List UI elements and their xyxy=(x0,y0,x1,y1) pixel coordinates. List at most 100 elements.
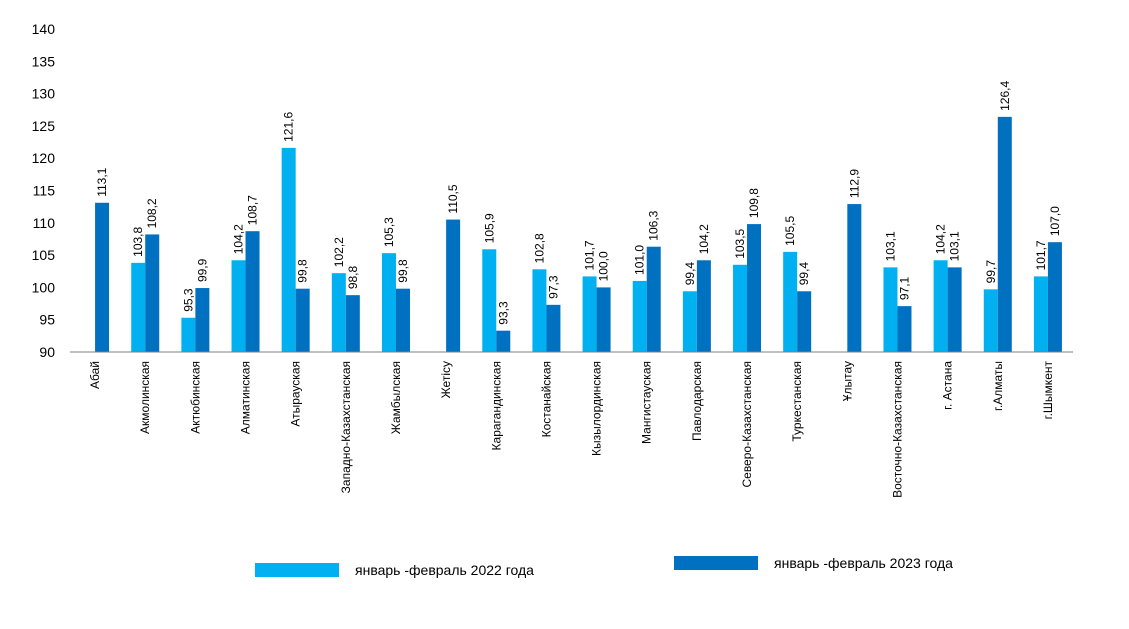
x-tick-label: Павлодарская xyxy=(690,361,704,441)
data-label: 110,5 xyxy=(446,184,460,213)
bar-2023 xyxy=(897,306,912,352)
y-tick-label: 100 xyxy=(32,279,56,295)
bar-2023 xyxy=(997,116,1012,352)
x-tick-label: Туркестанская xyxy=(790,361,804,442)
data-label: 104,2 xyxy=(934,224,948,254)
bar-2022 xyxy=(632,280,647,352)
legend-swatch-2022 xyxy=(255,563,339,577)
bar-2023 xyxy=(1047,242,1062,352)
bar-2023 xyxy=(195,288,210,352)
x-tick-label: г.Алматы xyxy=(991,361,1005,411)
bar-2022 xyxy=(783,251,798,352)
data-label: 99,8 xyxy=(396,259,410,283)
bar-2022 xyxy=(682,291,697,352)
bar-2023 xyxy=(295,288,310,352)
bar-2022 xyxy=(582,276,597,352)
data-label: 99,8 xyxy=(296,259,310,283)
y-tick-label: 115 xyxy=(33,183,56,199)
data-label: 126,4 xyxy=(998,81,1012,111)
data-label: 103,5 xyxy=(733,228,747,258)
data-label: 109,8 xyxy=(747,188,761,218)
data-label: 108,7 xyxy=(246,195,260,225)
bar-2022 xyxy=(1033,276,1048,352)
bar-2022 xyxy=(131,262,146,352)
data-label: 104,2 xyxy=(697,224,711,254)
bar-2022 xyxy=(381,253,396,352)
data-label: 95,3 xyxy=(181,288,195,312)
data-label: 121,6 xyxy=(282,112,296,142)
y-tick-label: 125 xyxy=(32,118,56,134)
bar-2023 xyxy=(947,267,962,352)
data-label: 101,7 xyxy=(583,240,597,270)
data-label: 103,1 xyxy=(883,231,897,261)
data-label: 103,8 xyxy=(131,226,145,256)
data-label: 102,2 xyxy=(332,237,346,267)
data-label: 113,1 xyxy=(95,167,109,196)
x-tick-label: Жетісу xyxy=(439,361,453,398)
x-tick-label: Атырауская xyxy=(289,361,303,427)
x-tick-label: Абай xyxy=(88,361,102,389)
y-tick-label: 135 xyxy=(32,53,56,69)
y-tick-label: 90 xyxy=(39,344,55,360)
data-label: 99,4 xyxy=(683,262,697,286)
legend-item-2022: январь -февраль 2022 года xyxy=(255,562,534,578)
category-labels: Абай Акмолинская Актюбинская Алматинская Аты… xyxy=(88,361,1055,498)
bar-2023 xyxy=(546,304,561,352)
x-tick-label: Жамбылская xyxy=(389,361,403,434)
data-label: 98,8 xyxy=(346,265,360,289)
y-tick-label: 130 xyxy=(32,86,56,102)
x-tick-label: Акмолинская xyxy=(138,361,152,434)
x-tick-label: Западно-Казахстанская xyxy=(339,361,353,493)
bar-2023 xyxy=(245,231,260,352)
x-tick-label: Мангистауская xyxy=(640,361,654,444)
x-tick-label: Актюбинская xyxy=(188,361,202,434)
x-tick-label: Кызылординская xyxy=(590,361,604,456)
data-label: 108,2 xyxy=(145,198,159,228)
bar-2023 xyxy=(747,224,762,352)
legend-label-2023: январь -февраль 2023 года xyxy=(774,555,953,571)
data-label: 106,3 xyxy=(647,210,661,240)
data-label: 101,0 xyxy=(633,245,647,275)
x-tick-label: Ұлытау xyxy=(840,361,854,401)
bar-2023 xyxy=(596,287,611,352)
x-tick-label: г.Шымкент xyxy=(1041,361,1055,420)
x-tick-label: Северо-Казахстанская xyxy=(740,361,754,488)
data-label: 101,7 xyxy=(1034,240,1048,270)
bar-2023 xyxy=(145,234,160,352)
bar-2023 xyxy=(496,330,511,352)
bar-2023 xyxy=(446,219,461,352)
bar-2022 xyxy=(883,267,898,352)
data-label: 107,0 xyxy=(1048,206,1062,236)
y-tick-label: 110 xyxy=(33,215,56,231)
bar-2022 xyxy=(733,264,748,352)
bar-2023 xyxy=(646,246,661,352)
bar-2023 xyxy=(95,202,110,352)
data-label: 102,8 xyxy=(532,233,546,263)
data-label: 105,3 xyxy=(382,217,396,247)
data-label: 99,9 xyxy=(195,258,209,282)
x-tick-label: Карагандинская xyxy=(489,361,503,450)
bar-2022 xyxy=(983,289,998,352)
y-tick-label: 120 xyxy=(32,150,56,166)
bar-2022 xyxy=(281,147,296,352)
x-tick-label: Костанайская xyxy=(539,361,553,437)
bar-2023 xyxy=(395,288,410,352)
data-label: 97,1 xyxy=(897,276,911,300)
data-label: 93,3 xyxy=(496,301,510,325)
data-label: 105,5 xyxy=(783,216,797,246)
bar-2023 xyxy=(847,204,862,352)
data-label: 97,3 xyxy=(546,275,560,299)
bar-2023 xyxy=(797,291,812,352)
data-label: 105,9 xyxy=(482,213,496,243)
bar-2022 xyxy=(482,249,497,352)
bar-2022 xyxy=(532,269,547,352)
data-label: 100,0 xyxy=(597,251,611,281)
y-tick-label: 95 xyxy=(39,312,55,328)
data-label: 103,1 xyxy=(948,231,962,261)
bar-2022 xyxy=(331,273,346,352)
y-tick-label: 140 xyxy=(32,21,56,37)
bar-2022 xyxy=(181,317,196,352)
legend-item-2023: январь -февраль 2023 года xyxy=(674,555,953,571)
